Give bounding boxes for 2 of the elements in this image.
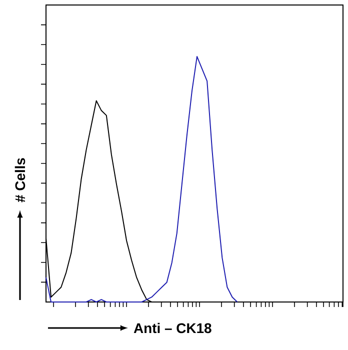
x-axis-title: Anti – CK18 <box>134 322 212 334</box>
y-axis-title: # Cells <box>14 158 26 202</box>
